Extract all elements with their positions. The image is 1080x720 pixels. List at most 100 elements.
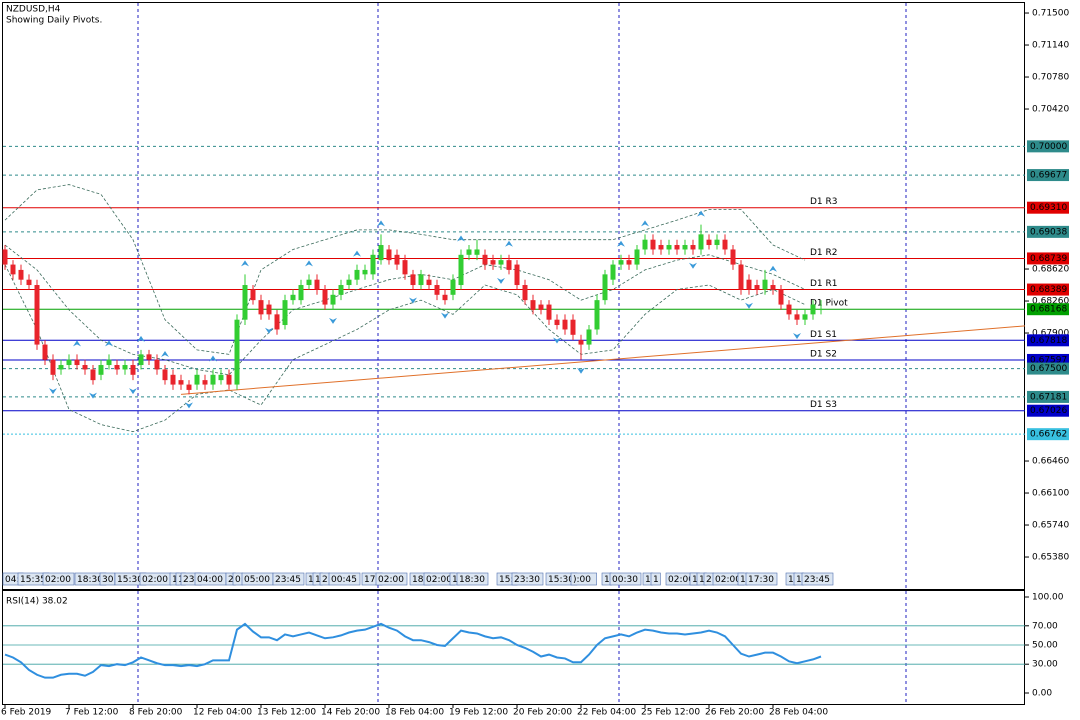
candle-body	[642, 239, 648, 250]
y-tick-label: 0.70420	[1032, 105, 1069, 115]
event-label: 2	[322, 575, 328, 585]
event-label: 15:30	[548, 575, 574, 585]
event-box	[609, 572, 642, 586]
fractal-up	[505, 240, 513, 247]
x-tick-label: 12 Feb 04:00	[193, 708, 252, 718]
level-label: 0.69310	[1030, 203, 1067, 213]
x-tick-label: 6 Feb 2019	[1, 708, 52, 718]
candle-body	[202, 380, 208, 385]
fractal-up	[769, 265, 777, 272]
x-tick-label: 18 Feb 04:00	[385, 708, 444, 718]
candle-body	[154, 359, 160, 370]
candle-body	[266, 304, 272, 315]
candle-body	[34, 285, 40, 345]
candle-body	[10, 264, 16, 275]
x-tick-label: 22 Feb 04:00	[577, 708, 636, 718]
y-tick-label: 0.71140	[1032, 41, 1069, 51]
candle-body	[538, 304, 544, 310]
event-box	[328, 572, 361, 586]
event-label: 0	[235, 575, 241, 585]
event-box	[745, 572, 778, 586]
candle-body	[810, 304, 816, 315]
y-tick-label: 0.70780	[1032, 73, 1069, 83]
candle-body	[450, 279, 456, 295]
candle-body	[426, 279, 432, 286]
x-tick-label: 25 Feb 12:00	[641, 708, 700, 718]
candle-body	[418, 274, 424, 286]
event-label: 00:30	[612, 575, 638, 585]
candle-body	[306, 279, 312, 286]
rsi-tick-label: 50.00	[1032, 641, 1058, 651]
event-label: 30	[102, 575, 114, 585]
candle-body	[194, 374, 200, 385]
rsi-title: RSI(14) 38.02	[6, 597, 68, 607]
candle-body	[610, 264, 616, 280]
candle-body	[250, 289, 256, 301]
event-label: 23:45	[275, 575, 301, 585]
candle-body	[210, 374, 216, 385]
level-box	[1027, 404, 1069, 417]
event-label: 1	[172, 575, 178, 585]
candle-body	[378, 245, 384, 261]
x-tick-label: 19 Feb 12:00	[449, 708, 508, 718]
candle-body	[130, 365, 136, 375]
event-label: 1	[308, 575, 314, 585]
y-tick-label: 0.65740	[1032, 521, 1069, 531]
x-tick-label: 14 Feb 20:00	[321, 708, 380, 718]
event-label: 18:	[412, 575, 426, 585]
x-tick-label: 28 Feb 04:00	[769, 708, 828, 718]
level-label: 0.68739	[1030, 254, 1067, 264]
level-box	[1027, 428, 1069, 441]
candle-body	[410, 274, 416, 286]
x-tick-label: 7 Feb 12:00	[65, 708, 119, 718]
event-label: 04:00	[197, 575, 223, 585]
event-label: 18:30	[77, 575, 103, 585]
candle-body	[482, 254, 488, 265]
candle-body	[554, 319, 560, 326]
fractal-up	[697, 210, 705, 217]
candle-body	[586, 329, 592, 345]
y-tick-label: 0.71500	[1032, 9, 1069, 19]
event-label: 2	[706, 575, 712, 585]
candle-body	[82, 365, 88, 370]
event-label: 02:00	[668, 575, 694, 585]
candle-body	[698, 234, 704, 250]
level-label: 0.69677	[1030, 171, 1067, 181]
event-label: 02:00	[142, 575, 168, 585]
event-label: 02:00	[426, 575, 452, 585]
fractal-down	[329, 317, 337, 324]
event-label: 23:30	[514, 575, 540, 585]
candle-body	[474, 249, 480, 255]
candle-body	[658, 245, 664, 250]
band-lower	[4, 264, 806, 433]
rsi-tick-label: 100.00	[1032, 593, 1064, 603]
fractal-up	[241, 260, 249, 267]
candle-body	[434, 285, 440, 295]
candle-body	[138, 354, 144, 366]
candle-body	[338, 285, 344, 295]
fractal-down	[689, 262, 697, 269]
level-label: 0.67818	[1030, 336, 1067, 346]
candle-body	[170, 374, 176, 385]
candle-body	[506, 260, 512, 270]
level-box	[1027, 334, 1069, 347]
level-box	[1027, 390, 1069, 403]
candle-body	[730, 249, 736, 265]
level-label: 0.67181	[1030, 392, 1067, 402]
event-label: 1	[604, 575, 610, 585]
fractal-down	[577, 367, 585, 374]
fractal-up	[641, 220, 649, 227]
candle-body	[242, 285, 248, 320]
x-tick-label: 13 Feb 12:00	[257, 708, 316, 718]
event-label: 1	[645, 575, 651, 585]
fractal-up	[457, 235, 465, 242]
candle-body	[186, 384, 192, 390]
candle-body	[42, 344, 48, 360]
y-tick-label: 0.66460	[1032, 457, 1069, 467]
level-box	[1027, 362, 1069, 375]
candle-body	[90, 369, 96, 381]
level-box	[1027, 140, 1069, 153]
event-label: 15:30	[117, 575, 143, 585]
candle-body	[690, 245, 696, 250]
